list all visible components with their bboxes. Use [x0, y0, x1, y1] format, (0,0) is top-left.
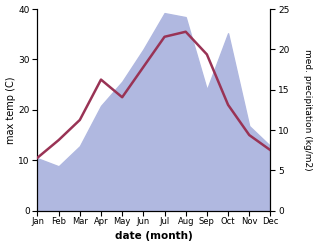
- Y-axis label: med. precipitation (kg/m2): med. precipitation (kg/m2): [303, 49, 313, 171]
- X-axis label: date (month): date (month): [115, 231, 193, 242]
- Y-axis label: max temp (C): max temp (C): [5, 76, 16, 144]
